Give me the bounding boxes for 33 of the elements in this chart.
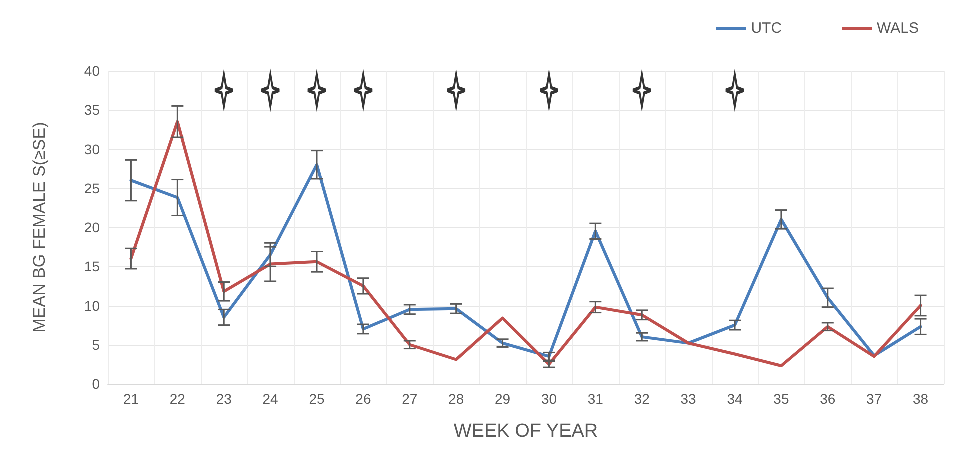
x-tick-label: 34 <box>727 391 743 407</box>
x-axis-title: WEEK OF YEAR <box>454 421 598 442</box>
x-tick-label: 28 <box>448 391 464 407</box>
x-tick-label: 30 <box>541 391 558 407</box>
y-tick-label: 10 <box>84 298 100 314</box>
x-tick-label: 33 <box>680 391 697 407</box>
x-tick-label: 37 <box>866 391 882 407</box>
y-tick-label: 35 <box>84 102 100 118</box>
x-tick-label: 35 <box>774 391 790 407</box>
x-tick-label: 21 <box>123 391 140 407</box>
x-tick-label: 36 <box>820 391 836 407</box>
x-tick-label: 31 <box>588 391 604 407</box>
x-tick-label: 32 <box>634 391 650 407</box>
y-tick-label: 40 <box>84 63 100 79</box>
y-tick-label: 25 <box>84 180 100 196</box>
y-tick-label: 20 <box>84 220 100 236</box>
line-series <box>130 163 922 358</box>
legend-label: WALS <box>877 20 919 37</box>
legend-label: UTC <box>751 20 782 37</box>
y-tick-label: 5 <box>92 336 100 353</box>
y-tick-label: 0 <box>92 376 100 392</box>
x-tick-label: 23 <box>216 391 232 407</box>
x-tick-label: 29 <box>494 391 511 407</box>
x-tick-label: 38 <box>912 391 929 407</box>
y-axis-title: MEAN BG FEMALE S(≥SE) <box>30 122 49 333</box>
x-tick-label: 25 <box>309 391 325 407</box>
x-tick-label: 24 <box>262 391 279 407</box>
line-series <box>130 120 922 368</box>
x-tick-label: 27 <box>402 391 418 407</box>
y-tick-label: 30 <box>84 141 100 158</box>
x-tick-label: 26 <box>356 391 372 407</box>
x-tick-label: 22 <box>170 391 186 407</box>
y-tick-label: 15 <box>84 258 100 275</box>
